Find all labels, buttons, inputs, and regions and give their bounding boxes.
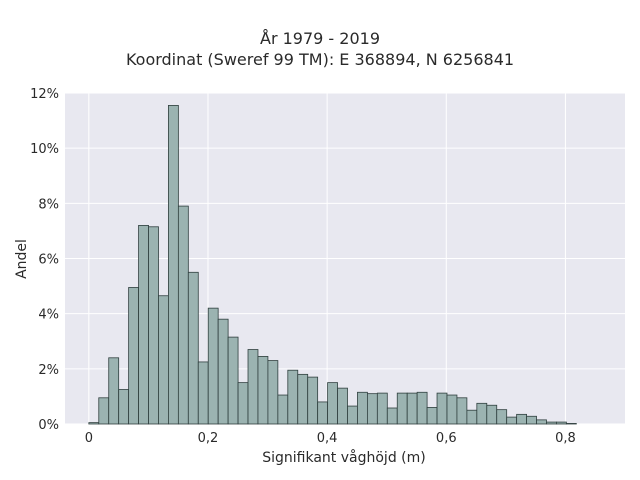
histogram-bar bbox=[168, 105, 179, 425]
histogram-bar bbox=[118, 389, 130, 425]
y-tick-label: 2% bbox=[38, 363, 59, 378]
x-tick-label: 0,6 bbox=[436, 431, 457, 446]
histogram-bar bbox=[396, 392, 408, 425]
histogram-bar bbox=[357, 391, 368, 425]
histogram-bar bbox=[486, 404, 498, 425]
histogram-bar bbox=[158, 295, 169, 425]
histogram-bar bbox=[277, 394, 289, 425]
y-tick-label: 6% bbox=[38, 253, 59, 268]
chart-title-line-2: Koordinat (Sweref 99 TM): E 368894, N 62… bbox=[125, 50, 515, 69]
histogram-bar bbox=[187, 271, 199, 425]
histogram-bar bbox=[267, 360, 279, 425]
y-tick-label: 8% bbox=[38, 197, 59, 212]
y-tick-label: 0% bbox=[38, 418, 59, 433]
x-tick-label: 0 bbox=[85, 431, 93, 446]
x-tick-label: 0,8 bbox=[555, 431, 576, 446]
histogram-bar bbox=[148, 226, 159, 425]
histogram-bar bbox=[376, 392, 388, 425]
x-axis-label: Signifikant våghöjd (m) bbox=[262, 449, 425, 466]
histogram-bar bbox=[496, 409, 508, 425]
y-tick-label: 10% bbox=[30, 142, 59, 157]
histogram-bar bbox=[536, 419, 547, 425]
histogram-bar bbox=[287, 369, 299, 425]
histogram-bar bbox=[337, 387, 348, 425]
histogram-bar bbox=[506, 416, 518, 425]
histogram-bar bbox=[546, 421, 557, 425]
y-axis-ticks: 0% 2% 4% 6% 8% 10% 12% bbox=[30, 87, 59, 433]
x-tick-label: 0,2 bbox=[198, 431, 219, 446]
x-axis-ticks: 0 0,2 0,4 0,6 0,8 bbox=[85, 431, 576, 446]
histogram-bar bbox=[207, 307, 219, 425]
histogram-bar bbox=[257, 356, 269, 425]
histogram-bar bbox=[416, 391, 428, 425]
histogram-bar bbox=[516, 413, 527, 425]
histogram-bar bbox=[327, 382, 338, 425]
histogram-bar bbox=[317, 401, 329, 425]
histogram-bar bbox=[476, 402, 488, 425]
y-tick-label: 4% bbox=[38, 308, 59, 323]
histogram-bar bbox=[386, 407, 398, 425]
histogram-bar bbox=[177, 205, 189, 425]
chart-title-line-1: År 1979 - 2019 bbox=[260, 29, 380, 48]
x-tick-label: 0,4 bbox=[317, 431, 338, 446]
histogram-bar bbox=[237, 382, 249, 425]
histogram-bar bbox=[217, 318, 229, 425]
histogram-bar bbox=[247, 349, 259, 425]
histogram-bar bbox=[426, 407, 438, 425]
histogram-bar bbox=[556, 421, 567, 425]
histogram-bar bbox=[466, 409, 478, 425]
histogram-bar bbox=[98, 397, 110, 425]
histogram-bar bbox=[456, 397, 468, 425]
histogram-bar bbox=[307, 376, 319, 425]
histogram-bar bbox=[88, 422, 100, 425]
histogram-bar bbox=[347, 405, 358, 425]
y-tick-label: 12% bbox=[30, 87, 59, 102]
histogram-bar bbox=[565, 423, 577, 425]
histogram-bar bbox=[436, 392, 448, 425]
gridlines bbox=[65, 92, 625, 425]
histogram-bar bbox=[526, 415, 537, 425]
histogram-bar bbox=[446, 394, 458, 425]
histogram-bar bbox=[366, 393, 378, 425]
histogram-bar bbox=[297, 373, 309, 425]
histogram-bar bbox=[128, 287, 139, 425]
histogram-bar bbox=[197, 361, 209, 425]
y-axis-label: Andel bbox=[14, 239, 30, 279]
bars bbox=[88, 105, 577, 425]
histogram-bar bbox=[406, 392, 418, 425]
histogram-bar bbox=[108, 357, 120, 425]
histogram-bar bbox=[227, 336, 239, 425]
histogram-bar bbox=[138, 224, 149, 425]
